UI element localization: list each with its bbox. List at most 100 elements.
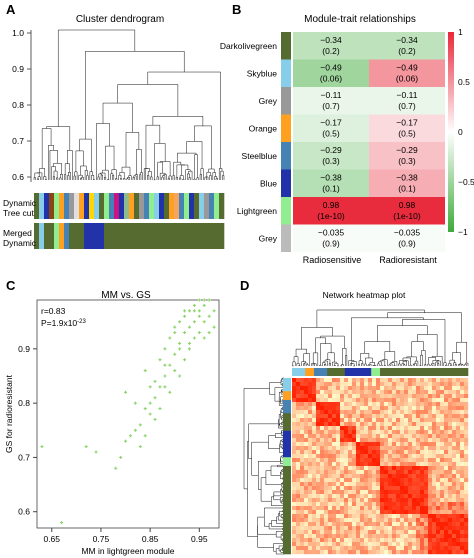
- network-heatmap-cell: [364, 502, 369, 507]
- dendrogram-branch: [301, 327, 333, 350]
- network-heatmap-cell: [444, 422, 449, 427]
- network-heatmap-cell: [372, 530, 377, 535]
- network-heatmap-cell: [388, 398, 393, 403]
- network-heatmap-cell: [392, 550, 397, 555]
- network-heatmap-cell: [312, 514, 317, 519]
- network-heatmap-cell: [448, 546, 453, 551]
- network-heatmap-cell: [412, 418, 417, 423]
- network-heatmap-cell: [452, 538, 457, 543]
- network-heatmap-cell: [424, 442, 429, 447]
- network-heatmap-cell: [416, 506, 421, 511]
- network-heatmap-cell: [456, 454, 461, 459]
- network-heatmap-cell: [400, 394, 405, 399]
- dendrogram-branch: [162, 175, 166, 180]
- network-heatmap-cell: [336, 494, 341, 499]
- network-heatmap-cell: [296, 474, 301, 479]
- network-heatmap-cell: [412, 454, 417, 459]
- network-heatmap-cell: [316, 426, 321, 431]
- network-heatmap-cell: [376, 406, 381, 411]
- network-heatmap-cell: [428, 518, 433, 523]
- a-y-tick-label: 0.8: [12, 100, 24, 110]
- network-heatmap-cell: [452, 442, 457, 447]
- network-heatmap-cell: [416, 462, 421, 467]
- network-heatmap-cell: [360, 434, 365, 439]
- dendrogram-branch: [205, 176, 209, 180]
- tree-cut-color-cell: [159, 193, 165, 219]
- network-heatmap-cell: [424, 526, 429, 531]
- network-heatmap-cell: [412, 490, 417, 495]
- tree-cut-color-cell: [194, 193, 200, 219]
- network-heatmap-cell: [364, 498, 369, 503]
- network-heatmap-cell: [308, 510, 313, 515]
- network-heatmap-cell: [428, 406, 433, 411]
- network-heatmap-cell: [300, 458, 305, 463]
- network-heatmap-cell: [408, 550, 413, 555]
- network-heatmap-cell: [408, 402, 413, 407]
- network-heatmap-cell: [312, 398, 317, 403]
- network-heatmap-cell: [304, 514, 309, 519]
- network-heatmap-cell: [444, 474, 449, 479]
- network-heatmap-cell: [452, 422, 457, 427]
- network-heatmap-cell: [436, 530, 441, 535]
- network-heatmap-cell: [316, 494, 321, 499]
- scatter-point: [187, 347, 191, 351]
- network-heatmap-cell: [388, 514, 393, 519]
- network-heatmap-cell: [296, 478, 301, 483]
- network-heatmap-cell: [316, 414, 321, 419]
- network-heatmap-cell: [368, 506, 373, 511]
- network-heatmap-cell: [408, 378, 413, 383]
- network-heatmap-cell: [336, 414, 341, 419]
- network-heatmap-cell: [396, 414, 401, 419]
- network-heatmap-cell: [300, 386, 305, 391]
- network-heatmap-cell: [324, 486, 329, 491]
- network-heatmap-cell: [296, 550, 301, 555]
- network-heatmap-cell: [384, 518, 389, 523]
- network-heatmap-cell: [320, 394, 325, 399]
- network-heatmap-cell: [432, 538, 437, 543]
- network-heatmap-cell: [444, 518, 449, 523]
- network-heatmap-cell: [416, 386, 421, 391]
- network-heatmap-cell: [444, 442, 449, 447]
- module-color-swatch: [281, 197, 291, 225]
- network-heatmap-cell: [348, 458, 353, 463]
- network-heatmap-cell: [360, 378, 365, 383]
- network-heatmap-cell: [432, 546, 437, 551]
- network-heatmap-cell: [364, 482, 369, 487]
- scatter-point: [192, 309, 196, 313]
- network-heatmap-cell: [376, 418, 381, 423]
- network-heatmap-cell: [336, 434, 341, 439]
- panel-d: D Network heatmap plot: [240, 278, 469, 555]
- dendrogram-branch: [328, 363, 332, 366]
- network-heatmap-cell: [400, 442, 405, 447]
- network-heatmap-cell: [336, 518, 341, 523]
- network-heatmap-cell: [440, 526, 445, 531]
- network-heatmap-cell: [452, 510, 457, 515]
- network-heatmap-cell: [348, 390, 353, 395]
- network-heatmap-cell: [352, 382, 357, 387]
- network-heatmap-cell: [424, 546, 429, 551]
- network-heatmap-cell: [396, 502, 401, 507]
- network-heatmap-cell: [344, 414, 349, 419]
- network-heatmap-cell: [436, 394, 441, 399]
- network-heatmap-cell: [296, 398, 301, 403]
- dendrogram-branch: [281, 430, 284, 434]
- network-heatmap-cell: [416, 450, 421, 455]
- network-heatmap-cell: [368, 422, 373, 427]
- dendrogram-branch: [181, 164, 189, 176]
- network-heatmap-cell: [364, 454, 369, 459]
- network-heatmap-cell: [340, 526, 345, 531]
- network-heatmap-cell: [348, 546, 353, 551]
- network-heatmap-cell: [396, 454, 401, 459]
- merged-color-cell: [184, 223, 190, 249]
- network-heatmap-cell: [432, 550, 437, 555]
- dendrogram-branch: [324, 364, 327, 366]
- network-heatmap-cell: [312, 402, 317, 407]
- scatter-point: [163, 347, 167, 351]
- network-heatmap-cell: [456, 390, 461, 395]
- network-heatmap-cell: [448, 514, 453, 519]
- network-heatmap-cell: [400, 450, 405, 455]
- module-strip-top: [327, 368, 346, 376]
- scatter-point: [124, 439, 128, 443]
- dendrogram-branch: [275, 531, 284, 538]
- network-heatmap-cell: [348, 438, 353, 443]
